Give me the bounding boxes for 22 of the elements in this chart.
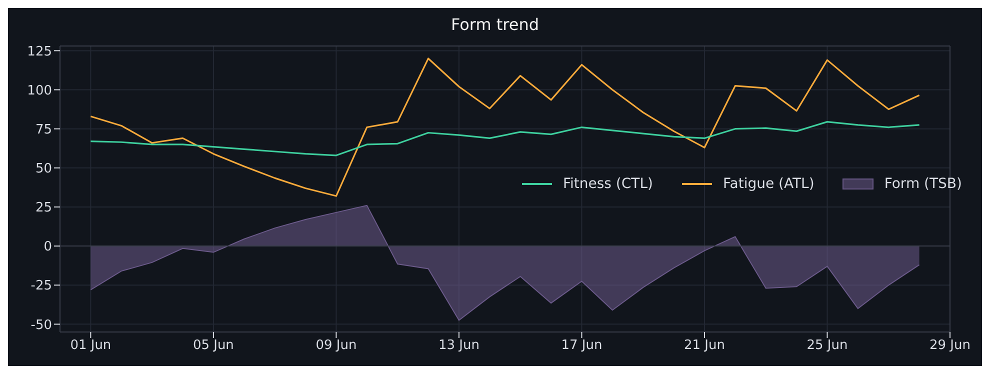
y-tick-label: 25 [35,200,52,216]
y-tick-label: 50 [35,162,52,177]
y-tick-label: -50 [30,318,52,333]
x-tick-label: 13 Jun [438,338,480,354]
x-tick-label: 01 Jun [70,338,112,354]
legend-label: Fatigue (ATL) [722,176,814,192]
y-tick-label: -25 [30,278,52,294]
x-tick-label: 17 Jun [561,338,602,354]
x-tick-label: 05 Jun [192,338,234,354]
x-tick-label: 29 Jun [930,338,970,354]
chart-title: Form trend [450,14,540,36]
x-tick-label: 25 Jun [806,338,848,354]
line-series [90,121,920,156]
y-tick-label: 100 [27,83,52,98]
x-tick-label: 21 Jun [684,338,725,354]
line-series [90,58,920,197]
y-tick-label: 0 [44,240,52,255]
legend-label: Fitness (CTL) [562,176,653,192]
y-tick-label: 125 [27,44,52,60]
legend-label: Form (TSB) [884,176,962,192]
y-tick-label: 75 [35,122,52,138]
x-tick-label: 09 Jun [316,338,357,354]
